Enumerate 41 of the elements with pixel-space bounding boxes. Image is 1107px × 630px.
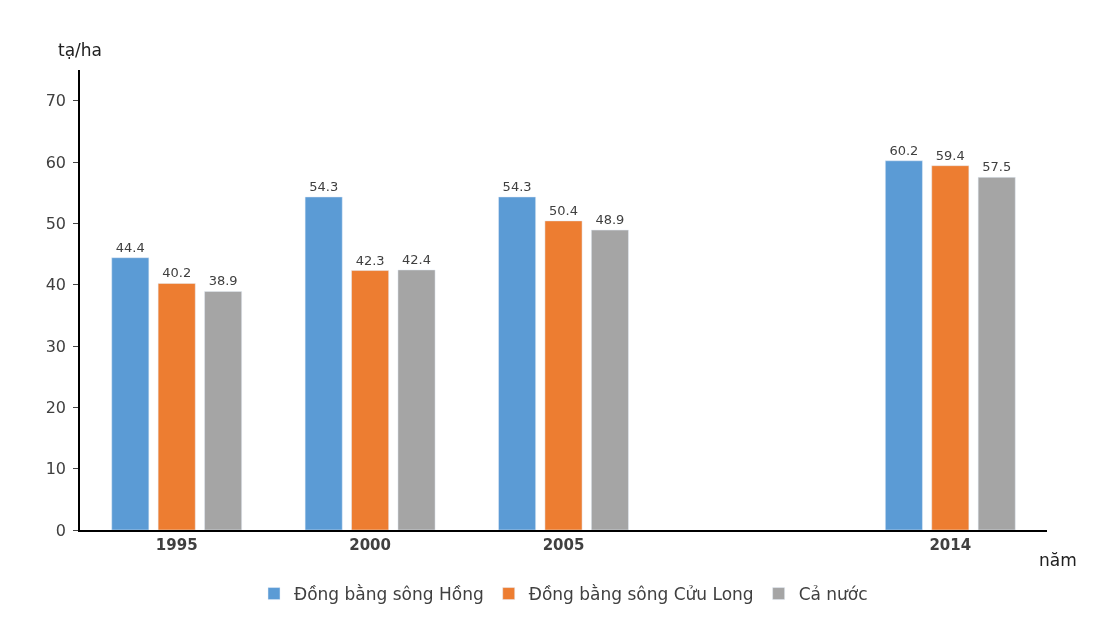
bar xyxy=(397,269,436,530)
data-label: 38.9 xyxy=(208,273,238,289)
bar xyxy=(204,291,242,530)
bar xyxy=(931,165,970,530)
data-label: 40.2 xyxy=(162,265,192,281)
data-label: 59.4 xyxy=(935,147,965,163)
legend-label: Đồng bằng sông Cửu Long xyxy=(528,584,754,605)
bar xyxy=(544,220,583,530)
x-tick-label: 1995 xyxy=(155,535,198,554)
legend-label: Đồng bằng sông Hồng xyxy=(294,584,484,605)
bar xyxy=(498,196,536,530)
y-tick-label: 10 xyxy=(45,459,67,479)
bar xyxy=(157,283,196,530)
data-label: 42.3 xyxy=(355,252,385,268)
bar xyxy=(977,177,1016,530)
data-label: 60.2 xyxy=(889,142,919,158)
y-tick-label: 0 xyxy=(55,520,67,540)
legend-label: Cả nước xyxy=(798,584,868,605)
y-tick-label: 20 xyxy=(45,397,67,417)
y-tick-label: 70 xyxy=(45,91,67,111)
y-tick-label: 40 xyxy=(45,275,67,295)
data-label: 54.3 xyxy=(309,178,339,194)
bar xyxy=(591,229,629,530)
bar xyxy=(111,257,150,530)
data-label: 48.9 xyxy=(595,212,625,228)
y-axis-title: tạ/ha xyxy=(58,40,103,60)
data-label: 50.4 xyxy=(549,202,578,218)
x-tick-label: 2014 xyxy=(929,535,972,554)
bar xyxy=(351,270,389,530)
x-axis-title: năm xyxy=(1039,550,1077,570)
x-tick-label: 2000 xyxy=(349,535,391,554)
data-label: 54.3 xyxy=(502,178,532,194)
y-tick-label: 30 xyxy=(45,336,67,356)
data-label: 57.5 xyxy=(982,159,1012,175)
y-tick-label: 60 xyxy=(45,152,67,172)
bar xyxy=(304,196,343,530)
bar xyxy=(885,160,923,530)
data-label: 44.4 xyxy=(115,239,145,255)
data-label: 42.4 xyxy=(402,251,431,267)
y-tick-label: 50 xyxy=(45,213,67,233)
x-tick-label: 2005 xyxy=(542,535,585,554)
